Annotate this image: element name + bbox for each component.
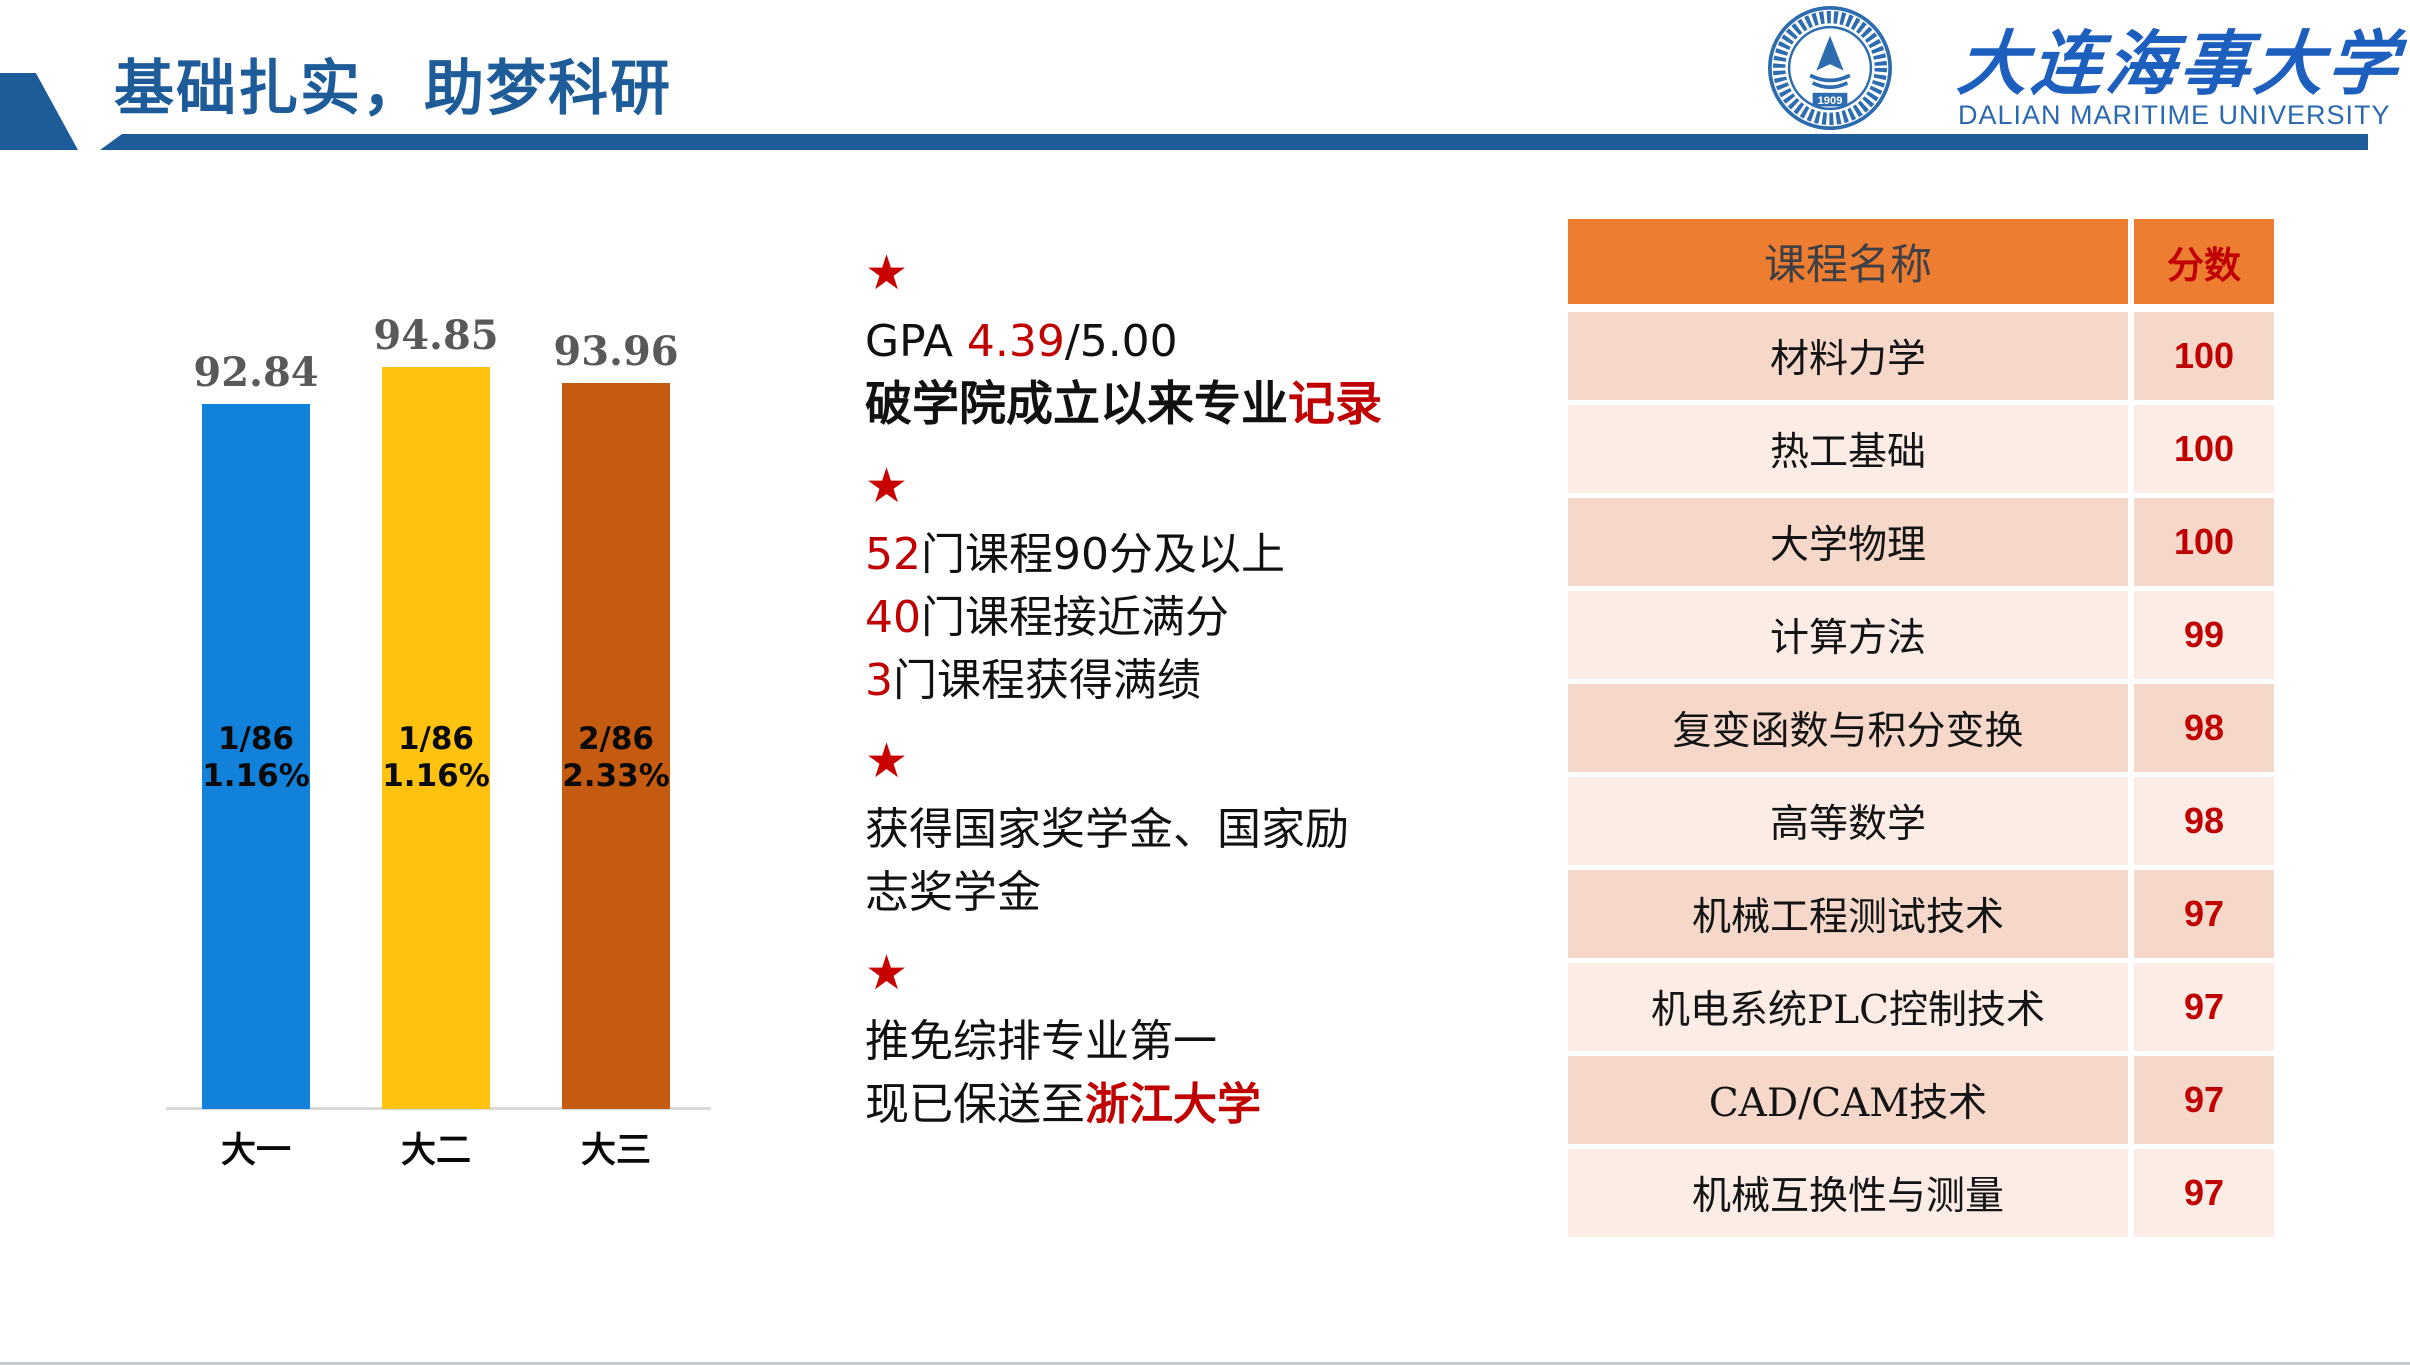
university-logo: 1909 大连海事大学 DALIAN MARITIME UNIVERSITY	[1768, 6, 2405, 136]
bullet-line: 破学院成立以来专业记录	[865, 373, 1445, 437]
course-score-cell: 100	[2134, 405, 2274, 493]
star-icon: ★	[865, 733, 909, 789]
bullet-line: 52门课程90分及以上	[865, 523, 1445, 586]
bar-大一	[202, 404, 310, 1109]
header-underline	[100, 134, 2368, 150]
course-name-cell: 复变函数与积分变换	[1568, 684, 2128, 772]
course-score-cell: 98	[2134, 777, 2274, 865]
bar-大三	[562, 383, 670, 1109]
bullet-line: 现已保送至浙江大学	[865, 1073, 1445, 1136]
bullet-line: 40门课程接近满分	[865, 586, 1445, 649]
bullet-text-segment: 记录	[1288, 377, 1382, 432]
course-name-cell: 机械工程测试技术	[1568, 870, 2128, 958]
bullet-text-segment: 获得国家奖学金、国家励	[865, 804, 1349, 855]
course-score-cell: 97	[2134, 1149, 2274, 1237]
bullet-text-segment: 4.39	[966, 316, 1065, 367]
seal-sail-glyph	[1816, 35, 1844, 71]
course-name-cell: 机电系统PLC控制技术	[1568, 963, 2128, 1051]
bullet-line: GPA 4.39/5.00	[865, 310, 1445, 373]
bullet-text-segment: 52	[865, 529, 921, 580]
seal-year-text: 1909	[1818, 95, 1843, 107]
bullet-text-segment: 现已保送至	[865, 1079, 1085, 1130]
bullet-line: 3门课程获得满绩	[865, 649, 1445, 712]
bar-value-label: 92.84	[193, 349, 319, 396]
bullet-list: ★ GPA 4.39/5.00 破学院成立以来专业记录 ★ 52门课程90分及以上 40门…	[865, 246, 1445, 1158]
bullet-group: ★ 获得国家奖学金、国家励 志奖学金	[865, 734, 1445, 924]
bar-rank-label: 1/86 1.16%	[382, 721, 490, 794]
course-score-cell: 97	[2134, 1056, 2274, 1144]
header-accent-shape	[0, 73, 78, 150]
course-name-cell: 机械互换性与测量	[1568, 1149, 2128, 1237]
scores-table: 课程名称 分数 材料力学 100 热工基础 100 大学物理 100 计算方法 99 复变函数与…	[1568, 219, 2274, 1237]
bar-大二	[382, 367, 490, 1109]
course-name-cell: 材料力学	[1568, 312, 2128, 400]
course-name-cell: 高等数学	[1568, 777, 2128, 865]
star-icon: ★	[865, 458, 909, 514]
bullet-group: ★ 52门课程90分及以上 40门课程接近满分 3门课程获得满绩	[865, 459, 1445, 712]
bullet-text-segment: GPA	[865, 316, 967, 367]
bar-value-label: 93.96	[553, 328, 679, 375]
course-score-cell: 98	[2134, 684, 2274, 772]
course-name-cell: 计算方法	[1568, 591, 2128, 679]
university-seal-icon: 1909	[1768, 6, 1892, 130]
category-label: 大三	[580, 1131, 651, 1171]
bullet-line: 志奖学金	[865, 861, 1445, 924]
bullet-text-segment: /5.00	[1064, 316, 1178, 367]
bottom-border	[0, 1362, 2410, 1365]
bullet-text-segment: 推免综排专业第一	[865, 1016, 1217, 1067]
course-score-cell: 97	[2134, 870, 2274, 958]
bullet-text-segment: 浙江大学	[1085, 1079, 1261, 1130]
bullet-text-segment: 破学院成立以来专业	[865, 377, 1288, 432]
category-label: 大一	[220, 1131, 291, 1171]
table-header-score: 分数	[2134, 219, 2274, 304]
university-name-en: DALIAN MARITIME UNIVERSITY	[1958, 100, 2391, 130]
course-score-cell: 100	[2134, 312, 2274, 400]
bullet-line: 推免综排专业第一	[865, 1010, 1445, 1073]
bullet-line: 获得国家奖学金、国家励	[865, 798, 1445, 861]
bar-chart: 92.84 1/86 1.16% 大一 94.85 1/86 1.16% 大二 93.96 2/8…	[160, 312, 720, 1190]
course-name-cell: 热工基础	[1568, 405, 2128, 493]
course-name-cell: 大学物理	[1568, 498, 2128, 586]
course-score-cell: 100	[2134, 498, 2274, 586]
university-name-cn: 大连海事大学	[1954, 22, 2405, 105]
bar-value-label: 94.85	[373, 312, 499, 359]
star-icon: ★	[865, 945, 909, 1001]
bullet-text-segment: 志奖学金	[865, 867, 1041, 918]
bar-rank-label: 2/86 2.33%	[562, 721, 670, 794]
bullet-group: ★ 推免综排专业第一 现已保送至浙江大学	[865, 946, 1445, 1136]
bullet-text-segment: 3	[865, 655, 893, 706]
slide-title: 基础扎实，助梦科研	[114, 54, 672, 124]
bullet-text-segment: 40	[865, 592, 921, 643]
category-label: 大二	[400, 1131, 471, 1171]
course-score-cell: 99	[2134, 591, 2274, 679]
bullet-text-segment: 门课程90分及以上	[921, 529, 1285, 580]
course-score-cell: 97	[2134, 963, 2274, 1051]
table-header-course: 课程名称	[1568, 219, 2128, 304]
bullet-group: ★ GPA 4.39/5.00 破学院成立以来专业记录	[865, 246, 1445, 437]
bullet-text-segment: 门课程获得满绩	[893, 655, 1201, 706]
star-icon: ★	[865, 245, 909, 301]
bullet-text-segment: 门课程接近满分	[921, 592, 1229, 643]
bar-rank-label: 1/86 1.16%	[202, 721, 310, 794]
course-name-cell: CAD/CAM技术	[1568, 1056, 2128, 1144]
